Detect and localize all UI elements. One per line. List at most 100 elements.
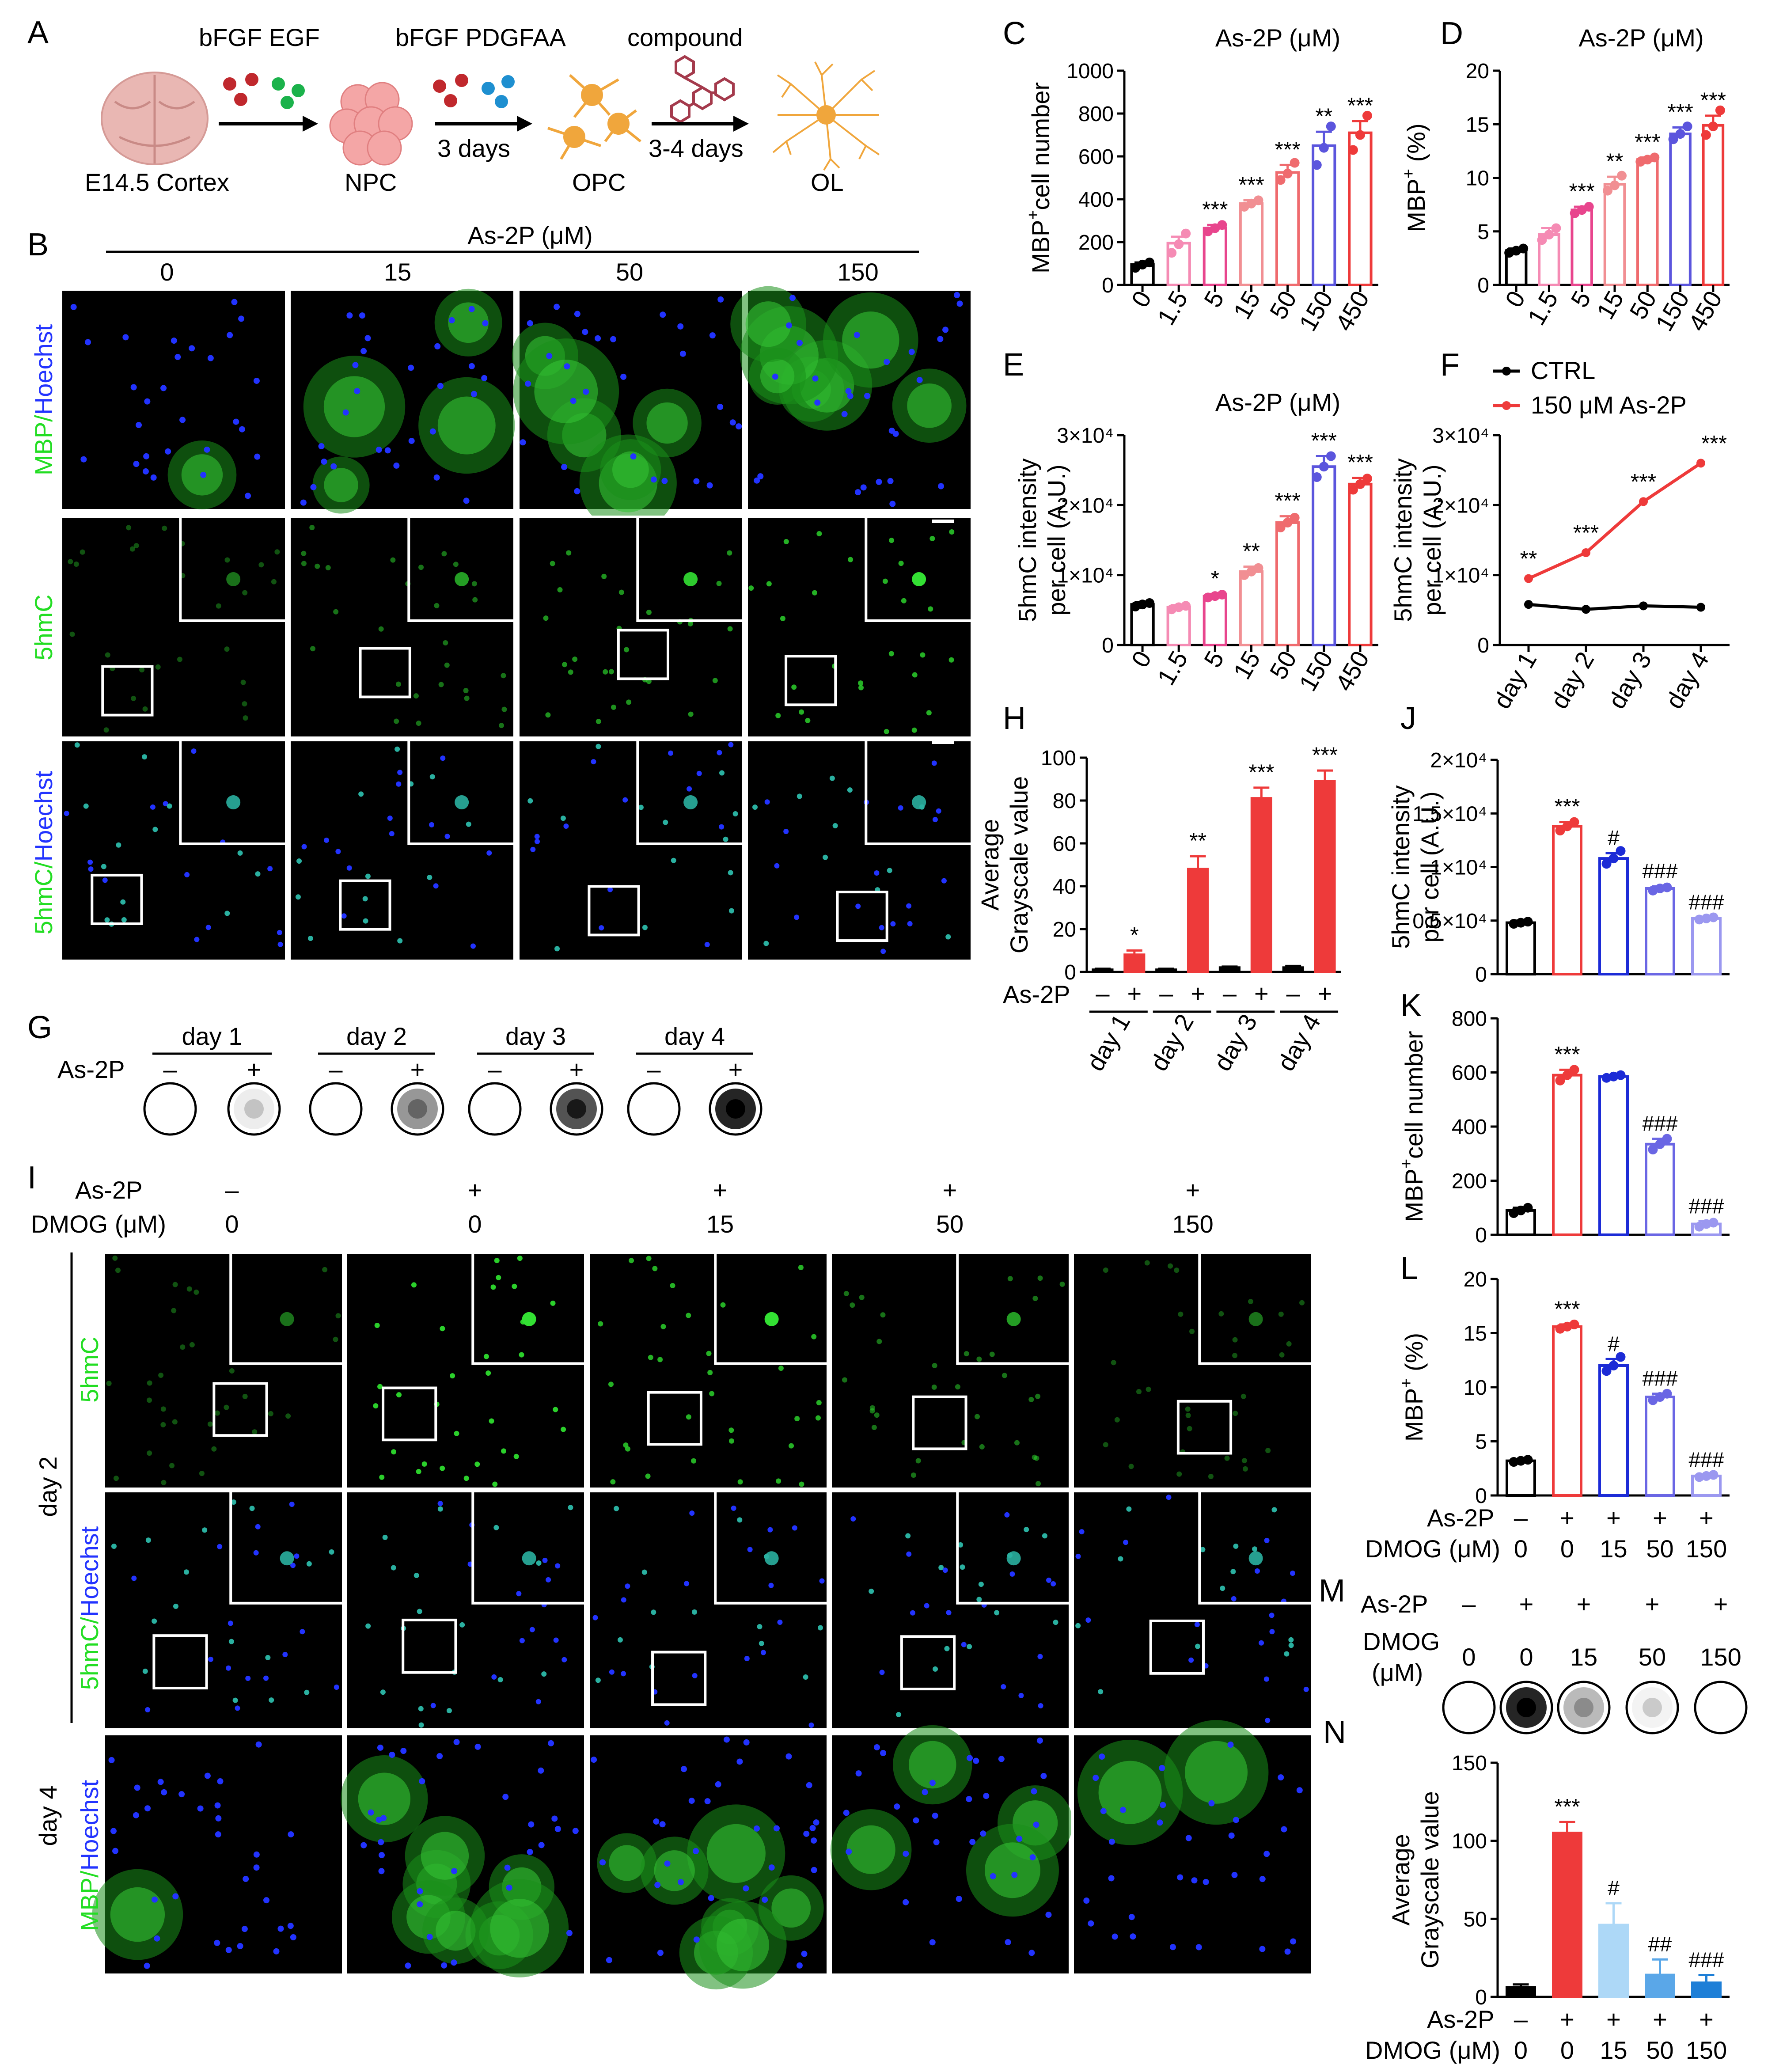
significance-mark: *** [1573,520,1599,545]
significance-mark: *** [1700,88,1726,113]
bar [1598,1075,1629,1236]
bar [1702,124,1725,286]
y-tick-label: 400 [1078,188,1114,212]
inset-zoom [636,739,745,845]
data-point [1655,1139,1665,1149]
stage-label: OPC [572,168,626,196]
significance-mark: ### [1688,1949,1724,1972]
dmog-concentration: 0 [225,1210,239,1238]
dmog-concentration: 0 [1519,1643,1533,1671]
significance-mark: ### [1688,1448,1724,1472]
micrograph-tile [102,1251,345,1490]
as2p-treatment: + [1653,2005,1667,2033]
significance-mark: *** [1631,469,1656,494]
panel-letter-n: N [1323,1715,1346,1750]
micrograph-tile [745,739,974,962]
day-label: day 1 [182,1022,243,1050]
data-point [1181,228,1191,239]
data-point [1537,235,1547,245]
data-point [1582,548,1590,557]
as2p-treatment: + [1645,1590,1660,1618]
stain-label: 5hmC/Hoechst [30,770,57,934]
inset-zoom [471,1251,587,1365]
y-tick-label: 10 [1464,1376,1487,1400]
panel-letter-k: K [1400,988,1422,1023]
dot-blot-spot [1499,1681,1553,1734]
data-point [1701,130,1711,140]
opc-cells-icon [547,74,641,160]
as2p-treatment: + [1577,1590,1591,1618]
x-tick-label: 450 [1330,646,1374,696]
data-point [1601,859,1612,869]
micrograph-tile [829,1725,1073,1976]
panel-g: G As-2P day 1– +day 2– +day 3– +day 4– + [27,1010,763,1136]
x-tick-label: 5 [1199,286,1229,312]
x-tick-label: 0 [1126,286,1157,312]
concentration-label: 50 [616,258,643,286]
inset-zoom [229,1251,345,1365]
y-tick-label: 0 [1475,1484,1487,1508]
data-point [1523,917,1533,927]
micrograph-tile [829,1490,1072,1731]
inset-zoom [865,516,974,622]
data-point [1348,145,1358,155]
x-group-label: day 4 [1271,1009,1326,1076]
significance-mark: *** [1554,1297,1580,1321]
dot-blot-spot [550,1082,603,1136]
brain-icon [101,72,209,165]
bar [1598,1924,1629,1999]
dmog-concentration: 0 [1462,1643,1476,1671]
bar [1282,966,1304,974]
panel-a-duration-1: 3 days [437,134,510,162]
data-point [1181,601,1191,611]
significance-mark: # [1608,827,1620,850]
chart-c: C 0 200 400 600 800 1000 As-2P (μM) MBP+cell num… [1003,16,1378,336]
micrograph-tile [730,286,973,512]
panel-letter-a: A [27,15,49,50]
x-tick-label: 15 [1228,646,1266,684]
data-point [1708,1470,1719,1480]
data-point [1582,605,1590,614]
chart-title: As-2P (μM) [1215,388,1340,416]
significance-mark: ## [1648,1933,1672,1956]
as2p-treatment: + [1560,2005,1574,2033]
bar [1645,887,1675,975]
treatment-sign: – [647,1055,661,1083]
concentration-label: 0 [160,258,174,286]
y-tick-label: 50 [1464,1908,1487,1931]
significance-mark: # [1608,1877,1620,1900]
significance-mark: ### [1642,1112,1677,1136]
treatment-sign: + [410,1055,425,1083]
y-tick-label: 3×10⁴ [1057,424,1114,448]
dmog-row-label: DMOG (μM) [1365,1535,1500,1563]
data-point [1523,1455,1533,1465]
dmog-concentration: 0 [1514,2036,1528,2064]
data-point [1523,1203,1533,1213]
y-tick-label: 0 [1475,1224,1487,1247]
bar [1691,1981,1722,1999]
chart-f: F 0 1×10⁴ 2×10⁴ 3×10⁴ 5hmC intensityper cell … [1389,347,1730,713]
data-point [1555,1075,1565,1085]
inset-zoom [1198,1490,1314,1605]
significance-mark: * [1130,923,1138,948]
data-point [1616,1070,1626,1080]
inset-zoom [179,516,288,622]
treatment-sign: – [1096,979,1110,1007]
bar [1203,227,1228,286]
dmog-concentration: 15 [1570,1643,1597,1671]
dmog-row-label: DMOG (μM) [1365,2036,1500,2064]
bar [1552,1325,1582,1497]
significance-mark: *** [1554,1794,1580,1819]
data-point [1282,517,1293,527]
bar [1123,953,1146,973]
series-line [1528,603,1701,611]
bar [1552,825,1582,975]
panel-letter-c: C [1003,16,1026,51]
y-tick-label: 20 [1464,1268,1487,1291]
significance-mark: *** [1554,1042,1580,1066]
panel-a: A bFGF EGF bFGF PDGFAA compound [27,15,880,196]
micrograph-tile [587,1490,830,1731]
data-point [1715,105,1725,115]
dmog-concentration: 150 [1700,1643,1741,1671]
